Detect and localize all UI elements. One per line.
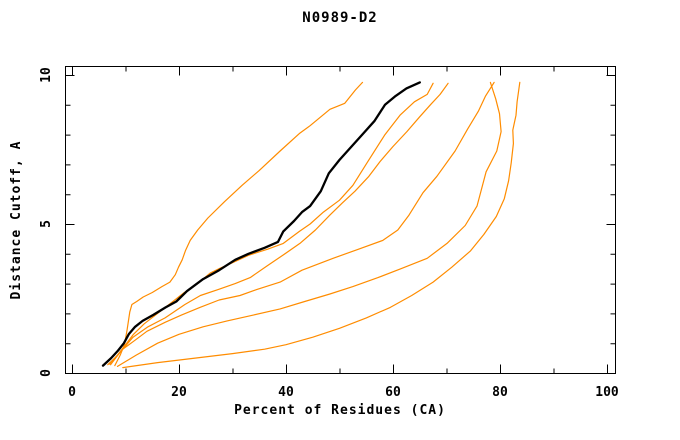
x-tick-label: 80 bbox=[492, 385, 508, 400]
chart-title: N0989-D2 bbox=[302, 10, 377, 26]
curve-model-2 bbox=[108, 82, 434, 365]
curve-model-4 bbox=[107, 81, 495, 366]
y-axis-label: Distance Cutoff, A bbox=[9, 141, 24, 300]
curve-model-6 bbox=[122, 81, 521, 369]
x-tick-label: 100 bbox=[595, 385, 619, 400]
tick-marks bbox=[65, 66, 616, 374]
x-tick-label: 0 bbox=[68, 385, 76, 400]
y-tick-label: 10 bbox=[39, 67, 54, 83]
x-tick-label: 60 bbox=[385, 385, 401, 400]
axis-tick-labels: 0 20 40 60 80 100 0 5 10 bbox=[39, 67, 619, 400]
x-tick-label: 40 bbox=[278, 385, 294, 400]
axis-ticks bbox=[65, 66, 616, 374]
x-axis-label: Percent of Residues (CA) bbox=[234, 403, 446, 418]
curve-model-1 bbox=[114, 81, 364, 367]
curve-highlighted-model bbox=[101, 81, 421, 367]
curve-model-5 bbox=[116, 81, 502, 367]
y-tick-label: 5 bbox=[39, 220, 54, 228]
curve-model-3 bbox=[109, 82, 449, 366]
x-tick-label: 20 bbox=[171, 385, 187, 400]
y-tick-label: 0 bbox=[39, 369, 54, 377]
curves bbox=[101, 81, 521, 369]
